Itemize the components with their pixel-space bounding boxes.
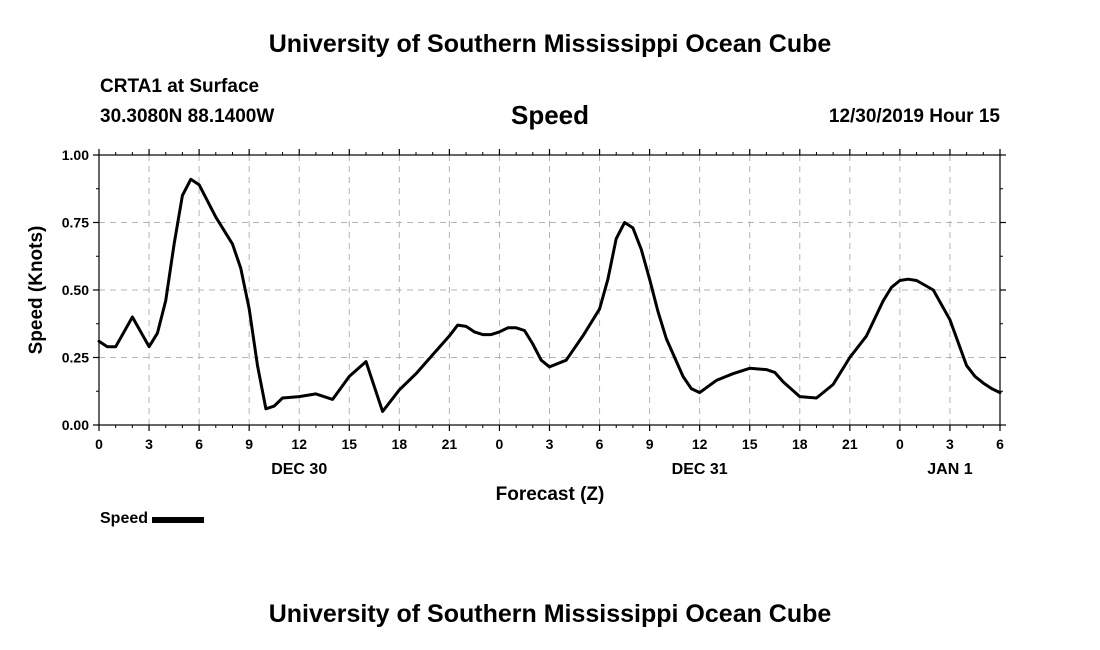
x-tick-label: 3 [546,436,554,452]
x-tick-label: 21 [842,436,858,452]
series-line-speed [97,177,1002,413]
axis-ticks [93,149,1006,431]
chart-title: University of Southern Mississippi Ocean… [268,30,832,58]
grid [99,155,1000,425]
x-tick-label: 15 [742,436,758,452]
y-tick-label: 0.75 [62,215,89,231]
variable-title: Speed [510,100,590,130]
x-tick-label: 3 [946,436,954,452]
x-tick-label: 3 [145,436,153,452]
footer-title: University of Southern Mississippi Ocean… [268,600,832,628]
x-tick-labels: 0 3 6 9 12 15 18 21 0 3 6 9 12 15 18 21 0 3 6 [95,436,1004,452]
legend: Speed [100,510,205,528]
x-tick-label: 6 [596,436,604,452]
date-label: JAN 1 [927,461,972,478]
date-labels: DEC 30 DEC 31 JAN 1 [271,461,973,478]
x-tick-label: 0 [496,436,504,452]
x-tick-label: 15 [341,436,357,452]
y-axis-label: Speed (Knots) [26,226,47,355]
x-tick-label: 12 [291,436,307,452]
coordinates-label: 30.3080N 88.1400W [100,106,275,127]
x-tick-label: 18 [792,436,808,452]
y-tick-labels: 0.00 0.25 0.50 0.75 1.00 [62,147,89,433]
x-tick-label: 9 [646,436,654,452]
y-tick-label: 0.25 [62,350,89,366]
legend-label: Speed [100,510,149,527]
x-tick-label: 9 [245,436,253,452]
x-tick-label: 21 [442,436,458,452]
y-tick-label: 1.00 [62,147,89,163]
y-tick-label: 0.50 [62,282,89,298]
x-axis-label: Forecast (Z) [496,484,605,505]
x-tick-label: 0 [896,436,904,452]
y-tick-label: 0.00 [62,417,89,433]
x-tick-label: 6 [195,436,203,452]
station-label: CRTA1 at Surface [100,76,260,97]
x-tick-label: 18 [392,436,408,452]
legend-swatch [152,517,205,523]
date-label: DEC 31 [672,461,728,478]
timestamp-label: 12/30/2019 Hour 15 [828,106,1000,127]
x-tick-label: 0 [95,436,103,452]
x-tick-label: 6 [996,436,1004,452]
date-label: DEC 30 [271,461,327,478]
x-tick-label: 12 [692,436,708,452]
